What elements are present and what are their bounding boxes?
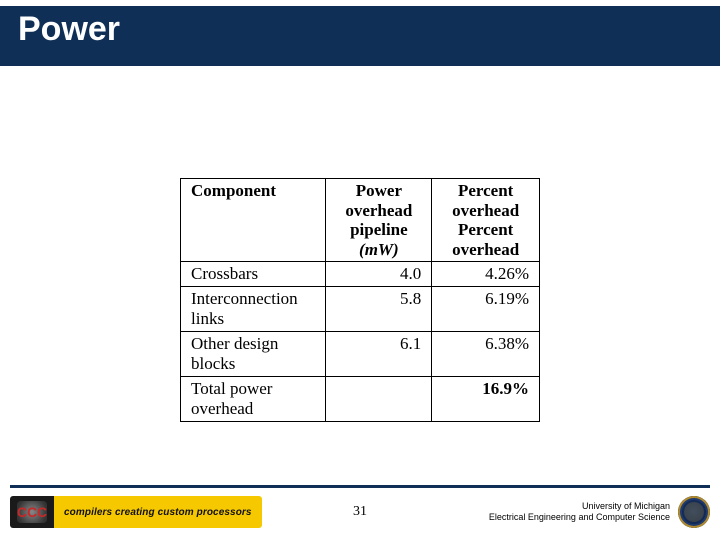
cell-component: Interconnection links <box>181 287 326 332</box>
cell-power <box>326 377 432 422</box>
university-line2: Electrical Engineering and Computer Scie… <box>489 512 670 523</box>
ccc-logo-tagline: compilers creating custom processors <box>54 496 262 528</box>
cell-percent: 4.26% <box>432 262 540 287</box>
col-header-component: Component <box>181 179 326 262</box>
col-header-percent-line1: Percent overhead <box>452 181 519 220</box>
power-table-wrap: Component Power overhead pipeline (mW) P… <box>180 178 540 422</box>
power-table: Component Power overhead pipeline (mW) P… <box>180 178 540 422</box>
col-header-power: Power overhead pipeline (mW) <box>326 179 432 262</box>
cell-component: Total power overhead <box>181 377 326 422</box>
footer-right: University of Michigan Electrical Engine… <box>489 496 710 528</box>
ccc-logo-emblem: CCC <box>10 496 54 528</box>
cell-percent: 6.38% <box>432 332 540 377</box>
ccc-logo-mark: CCC <box>17 501 47 523</box>
ccc-logo: CCC compilers creating custom processors <box>10 496 262 528</box>
slide-title: Power <box>18 10 120 49</box>
cell-component: Other design blocks <box>181 332 326 377</box>
university-attribution: University of Michigan Electrical Engine… <box>489 501 670 523</box>
footer-left: CCC compilers creating custom processors <box>10 496 262 528</box>
table-row: Crossbars 4.0 4.26% <box>181 262 540 287</box>
cell-component: Crossbars <box>181 262 326 287</box>
table-row: Interconnection links 5.8 6.19% <box>181 287 540 332</box>
table-header-row: Component Power overhead pipeline (mW) P… <box>181 179 540 262</box>
cell-percent: 6.19% <box>432 287 540 332</box>
table-row: Other design blocks 6.1 6.38% <box>181 332 540 377</box>
footer-rule <box>10 485 710 488</box>
cell-power: 5.8 <box>326 287 432 332</box>
cell-percent: 16.9% <box>432 377 540 422</box>
university-seal-icon <box>678 496 710 528</box>
col-header-power-line1: Power overhead <box>345 181 412 220</box>
col-header-percent-line2: Percent overhead <box>452 220 519 259</box>
footer: CCC compilers creating custom processors… <box>10 492 710 532</box>
slide: Power Component Power overhead pipeline … <box>0 0 720 540</box>
col-header-power-line2: pipeline <box>350 220 408 239</box>
cell-power: 6.1 <box>326 332 432 377</box>
col-header-power-unit: (mW) <box>359 240 399 259</box>
table-body: Crossbars 4.0 4.26% Interconnection link… <box>181 262 540 422</box>
cell-power: 4.0 <box>326 262 432 287</box>
table-row-total: Total power overhead 16.9% <box>181 377 540 422</box>
col-header-percent: Percent overhead Percent overhead <box>432 179 540 262</box>
university-line1: University of Michigan <box>489 501 670 512</box>
